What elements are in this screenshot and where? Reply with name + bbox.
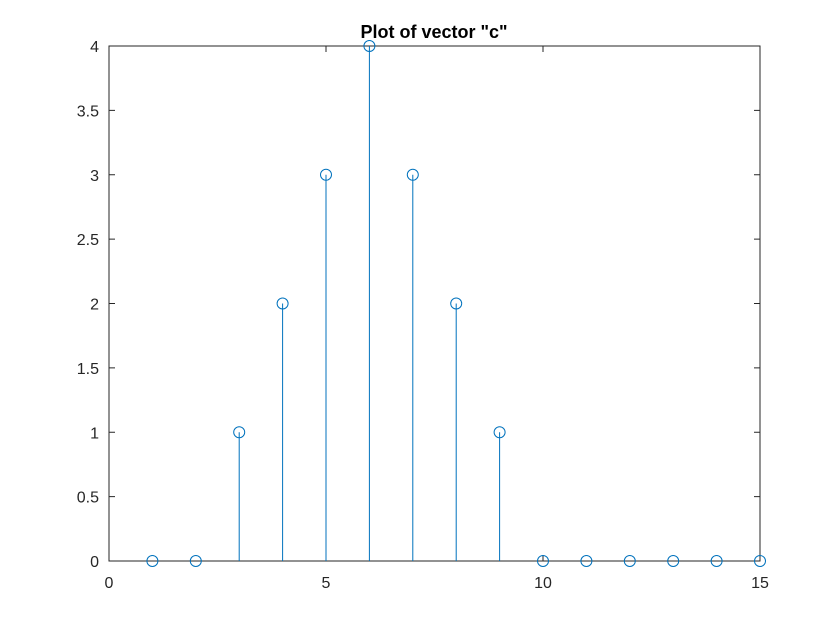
axes: [108, 45, 761, 562]
stem-marker: [754, 555, 766, 567]
axis-ticks: 0 0.5 1 1.5 2 2.5 3 3.5 4 0 5 10 15: [77, 39, 769, 592]
stem-marker: [710, 555, 723, 567]
stem-marker: [233, 426, 246, 439]
y-tick-label: 0.5: [77, 490, 99, 507]
y-tick-label: 4: [90, 39, 99, 56]
y-tick-label: 2.5: [77, 232, 99, 249]
y-tick-label: 1.5: [77, 361, 99, 378]
y-tick-label: 1: [90, 425, 99, 442]
axes-box: [108, 45, 761, 562]
stem-marker: [276, 297, 289, 310]
x-tick-label: 15: [751, 575, 769, 592]
chart-title: Plot of vector "c": [360, 22, 507, 42]
stem-marker: [667, 555, 680, 567]
x-tick-label: 10: [534, 575, 552, 592]
stem-marker: [580, 555, 593, 567]
x-tick-label: 0: [105, 575, 114, 592]
y-tick-label: 2: [90, 297, 99, 314]
y-tick-label: 0: [90, 554, 99, 571]
stem-marker: [493, 426, 506, 439]
stem-marker: [406, 168, 419, 181]
stem-marker: [537, 555, 549, 567]
y-tick-label: 3.5: [77, 103, 99, 120]
stem-series: [146, 40, 766, 567]
stem-marker: [320, 168, 332, 181]
stem-marker: [450, 297, 463, 310]
stem-marker: [146, 555, 159, 567]
stem-marker: [623, 555, 636, 567]
x-tick-label: 5: [322, 575, 331, 592]
stem-marker: [363, 40, 376, 52]
stem-marker: [189, 555, 202, 567]
y-tick-label: 3: [90, 168, 99, 185]
